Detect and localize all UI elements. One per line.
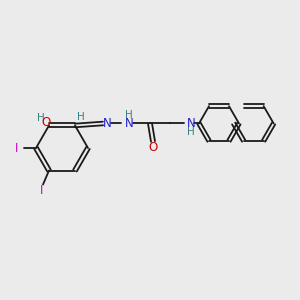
Text: I: I	[40, 184, 44, 197]
Text: H: H	[125, 110, 133, 121]
Text: H: H	[77, 112, 85, 122]
Text: I: I	[15, 142, 19, 154]
Text: H: H	[187, 128, 195, 137]
Text: N: N	[187, 117, 195, 130]
Text: O: O	[148, 141, 158, 154]
Text: O: O	[41, 116, 51, 129]
Text: N: N	[103, 117, 111, 130]
Text: N: N	[124, 117, 134, 130]
Text: H: H	[37, 113, 45, 124]
